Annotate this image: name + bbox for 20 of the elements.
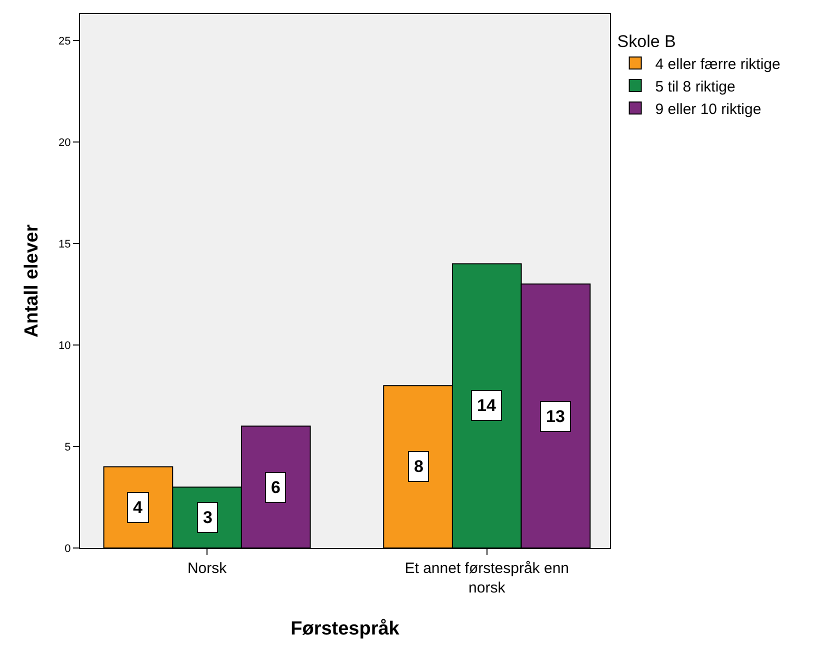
- y-tick-label: 10: [58, 340, 71, 352]
- y-tick-label: 25: [58, 35, 71, 48]
- x-tick-label: Et annet førstespråk enn norsk: [404, 560, 570, 596]
- data-label: 14: [477, 396, 496, 415]
- y-tick-label: 0: [64, 542, 71, 555]
- data-label: 4: [133, 498, 143, 517]
- x-axis-title: Førstespråk: [290, 618, 400, 640]
- legend-label: 5 til 8 riktige: [655, 78, 736, 96]
- y-tick-label: 20: [58, 136, 71, 149]
- legend-label: 9 eller 10 riktige: [655, 100, 762, 118]
- x-tick-label: Norsk: [187, 560, 228, 577]
- data-label: 6: [271, 478, 280, 497]
- legend-title: Skole B: [617, 32, 676, 51]
- data-label: 3: [203, 508, 212, 527]
- data-label: 13: [546, 407, 565, 426]
- y-tick-label: 5: [64, 441, 71, 454]
- y-tick-label: 15: [58, 238, 71, 250]
- data-label: 8: [414, 457, 424, 476]
- legend-label: 4 eller færre riktige: [655, 56, 780, 73]
- y-axis-title: Antall elever: [21, 224, 42, 338]
